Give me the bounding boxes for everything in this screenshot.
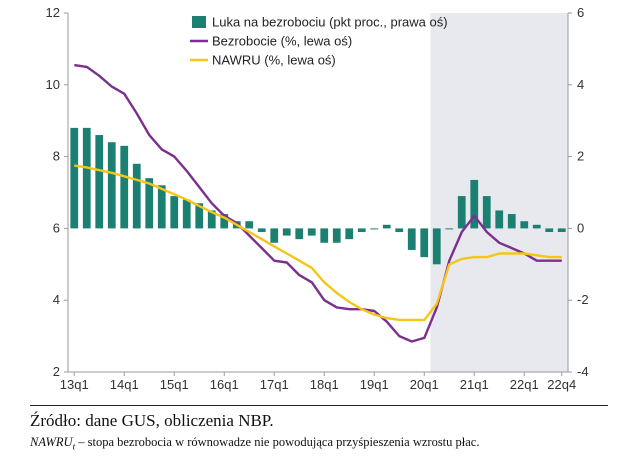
- bar-17q2: [282, 228, 291, 236]
- bar-21q4: [507, 214, 516, 229]
- footnote-text: – stopa bezrobocia w równowadze nie powo…: [75, 435, 480, 449]
- right-tick-label: 6: [577, 5, 584, 20]
- bar-21q1: [470, 179, 479, 229]
- bar-15q3: [195, 203, 204, 229]
- bar-17q1: [270, 228, 279, 243]
- bars-layer: [70, 127, 566, 265]
- bar-19q4: [407, 228, 416, 250]
- bar-22q3: [545, 228, 554, 232]
- x-tick-label-20q1: 20q1: [410, 377, 439, 392]
- bar-18q3: [345, 228, 354, 240]
- left-tick-label: 12: [46, 5, 60, 20]
- x-tick-label-15q1: 15q1: [160, 377, 189, 392]
- bar-16q4: [257, 228, 266, 232]
- chart: 2 4 6 8 10 12 -4 -2 0 2 4 6 13q1 14q1 15q1 16q1 17q1 18q1…: [46, 5, 589, 392]
- bar-14q1: [120, 145, 129, 229]
- legend-label: Bezrobocie (%, lewa oś): [212, 34, 352, 49]
- right-tick-label: 2: [577, 149, 584, 164]
- bar-14q4: [157, 185, 166, 229]
- bar-20q1: [420, 228, 429, 258]
- bar-20q3: [445, 228, 454, 230]
- x-tick-label-13q1: 13q1: [60, 377, 89, 392]
- bar-16q1: [220, 214, 229, 229]
- left-tick-label: 2: [53, 364, 60, 379]
- bar-20q4: [457, 196, 466, 229]
- right-tick-label: 0: [577, 220, 584, 235]
- footer-divider: [30, 405, 608, 406]
- axes-layer: [67, 13, 569, 373]
- bar-14q3: [145, 178, 154, 229]
- x-tick-label-18q1: 18q1: [310, 377, 339, 392]
- ticks-layer: 2 4 6 8 10 12 -4 -2 0 2 4 6 13q1 14q1 15q1 16q1 17q1 18q1…: [46, 5, 589, 392]
- bar-13q3: [95, 135, 104, 229]
- x-tick-label-17q1: 17q1: [260, 377, 289, 392]
- bar-22q2: [532, 224, 541, 229]
- bar-13q2: [82, 127, 91, 229]
- source-text: Źródło: dane GUS, obliczenia NBP.: [30, 411, 274, 430]
- unemployment-line: [74, 63, 562, 343]
- bar-20q2: [432, 228, 441, 265]
- bar-22q1: [520, 221, 529, 229]
- bar-16q3: [245, 221, 254, 229]
- x-tick-label-19q1: 19q1: [360, 377, 389, 392]
- nawru-line: [74, 164, 562, 322]
- right-tick-label: -2: [577, 292, 589, 307]
- bar-14q2: [132, 163, 141, 229]
- bar-13q1: [70, 127, 79, 229]
- left-tick-label: 6: [53, 220, 60, 235]
- bar-17q3: [295, 228, 304, 240]
- lines-layer: [74, 63, 562, 343]
- bar-21q2: [482, 196, 491, 229]
- forecast-shade: [430, 13, 568, 372]
- x-tick-label-16q1: 16q1: [210, 377, 239, 392]
- x-tick-label-22q1: 22q1: [510, 377, 539, 392]
- footnote-term: NAWRU: [30, 435, 73, 449]
- bar-15q2: [182, 199, 191, 229]
- bar-18q1: [320, 228, 329, 243]
- legend: Luka na bezrobociu (pkt proc., prawa oś)…: [190, 15, 448, 68]
- bar-18q4: [357, 228, 366, 232]
- legend-swatch-bar: [192, 16, 206, 28]
- legend-label: Luka na bezrobociu (pkt proc., prawa oś): [212, 15, 448, 30]
- bar-15q4: [207, 210, 216, 229]
- forecast-shade-layer: [430, 13, 568, 372]
- bar-22q4: [557, 228, 566, 232]
- x-tick-label-14q1: 14q1: [110, 377, 139, 392]
- x-tick-label-21q1: 21q1: [460, 377, 489, 392]
- footnote: NAWRUt – stopa bezrobocia w równowadze n…: [30, 435, 479, 452]
- left-tick-label: 4: [53, 292, 60, 307]
- bar-21q3: [495, 210, 504, 229]
- bar-19q3: [395, 228, 404, 232]
- bar-15q1: [170, 196, 179, 229]
- bar-17q4: [307, 228, 316, 236]
- bar-19q1: [370, 228, 379, 230]
- bar-19q2: [382, 224, 391, 229]
- left-tick-label: 8: [53, 149, 60, 164]
- bar-13q4: [107, 142, 116, 229]
- legend-label: NAWRU (%, lewa oś): [212, 53, 336, 68]
- right-tick-label: -4: [577, 364, 589, 379]
- left-tick-label: 10: [46, 77, 60, 92]
- bar-18q2: [332, 228, 341, 243]
- right-tick-label: 4: [577, 77, 584, 92]
- x-tick-label-22q4: 22q4: [547, 377, 576, 392]
- footnote-subscript: t: [72, 441, 76, 452]
